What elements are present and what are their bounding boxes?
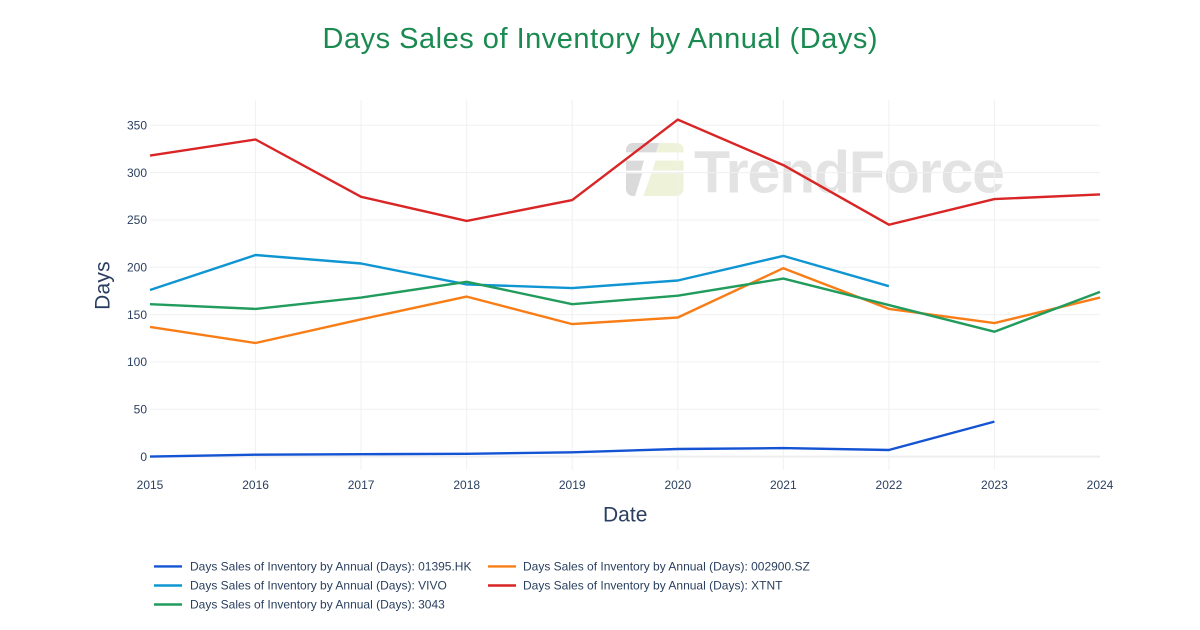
svg-text:150: 150 bbox=[127, 308, 147, 322]
svg-text:Days Sales of Inventory by Ann: Days Sales of Inventory by Annual (Days)… bbox=[190, 579, 447, 593]
svg-text:2015: 2015 bbox=[137, 478, 164, 492]
svg-text:2017: 2017 bbox=[348, 478, 375, 492]
svg-text:250: 250 bbox=[127, 213, 147, 227]
svg-text:2018: 2018 bbox=[453, 478, 480, 492]
svg-text:50: 50 bbox=[134, 403, 148, 417]
svg-text:Days Sales of Inventory by Ann: Days Sales of Inventory by Annual (Days)… bbox=[523, 579, 783, 593]
svg-text:Days Sales of Inventory by Ann: Days Sales of Inventory by Annual (Days)… bbox=[523, 560, 810, 574]
svg-text:Days Sales of Inventory by Ann: Days Sales of Inventory by Annual (Days)… bbox=[190, 598, 445, 612]
svg-text:200: 200 bbox=[127, 261, 147, 275]
svg-text:Date: Date bbox=[603, 504, 648, 527]
svg-text:2019: 2019 bbox=[559, 478, 586, 492]
svg-text:2021: 2021 bbox=[770, 478, 797, 492]
svg-text:Days Sales of Inventory by Ann: Days Sales of Inventory by Annual (Days)… bbox=[190, 560, 471, 574]
svg-text:Days: Days bbox=[92, 261, 115, 310]
svg-text:0: 0 bbox=[140, 450, 147, 464]
svg-text:2020: 2020 bbox=[664, 478, 691, 492]
svg-text:2016: 2016 bbox=[242, 478, 269, 492]
svg-text:300: 300 bbox=[127, 166, 147, 180]
svg-text:100: 100 bbox=[127, 355, 147, 369]
svg-text:Days Sales of Inventory by Ann: Days Sales of Inventory by Annual (Days) bbox=[323, 23, 878, 55]
svg-text:2022: 2022 bbox=[876, 478, 903, 492]
svg-text:2024: 2024 bbox=[1087, 478, 1114, 492]
svg-text:350: 350 bbox=[127, 119, 147, 133]
svg-text:2023: 2023 bbox=[981, 478, 1008, 492]
